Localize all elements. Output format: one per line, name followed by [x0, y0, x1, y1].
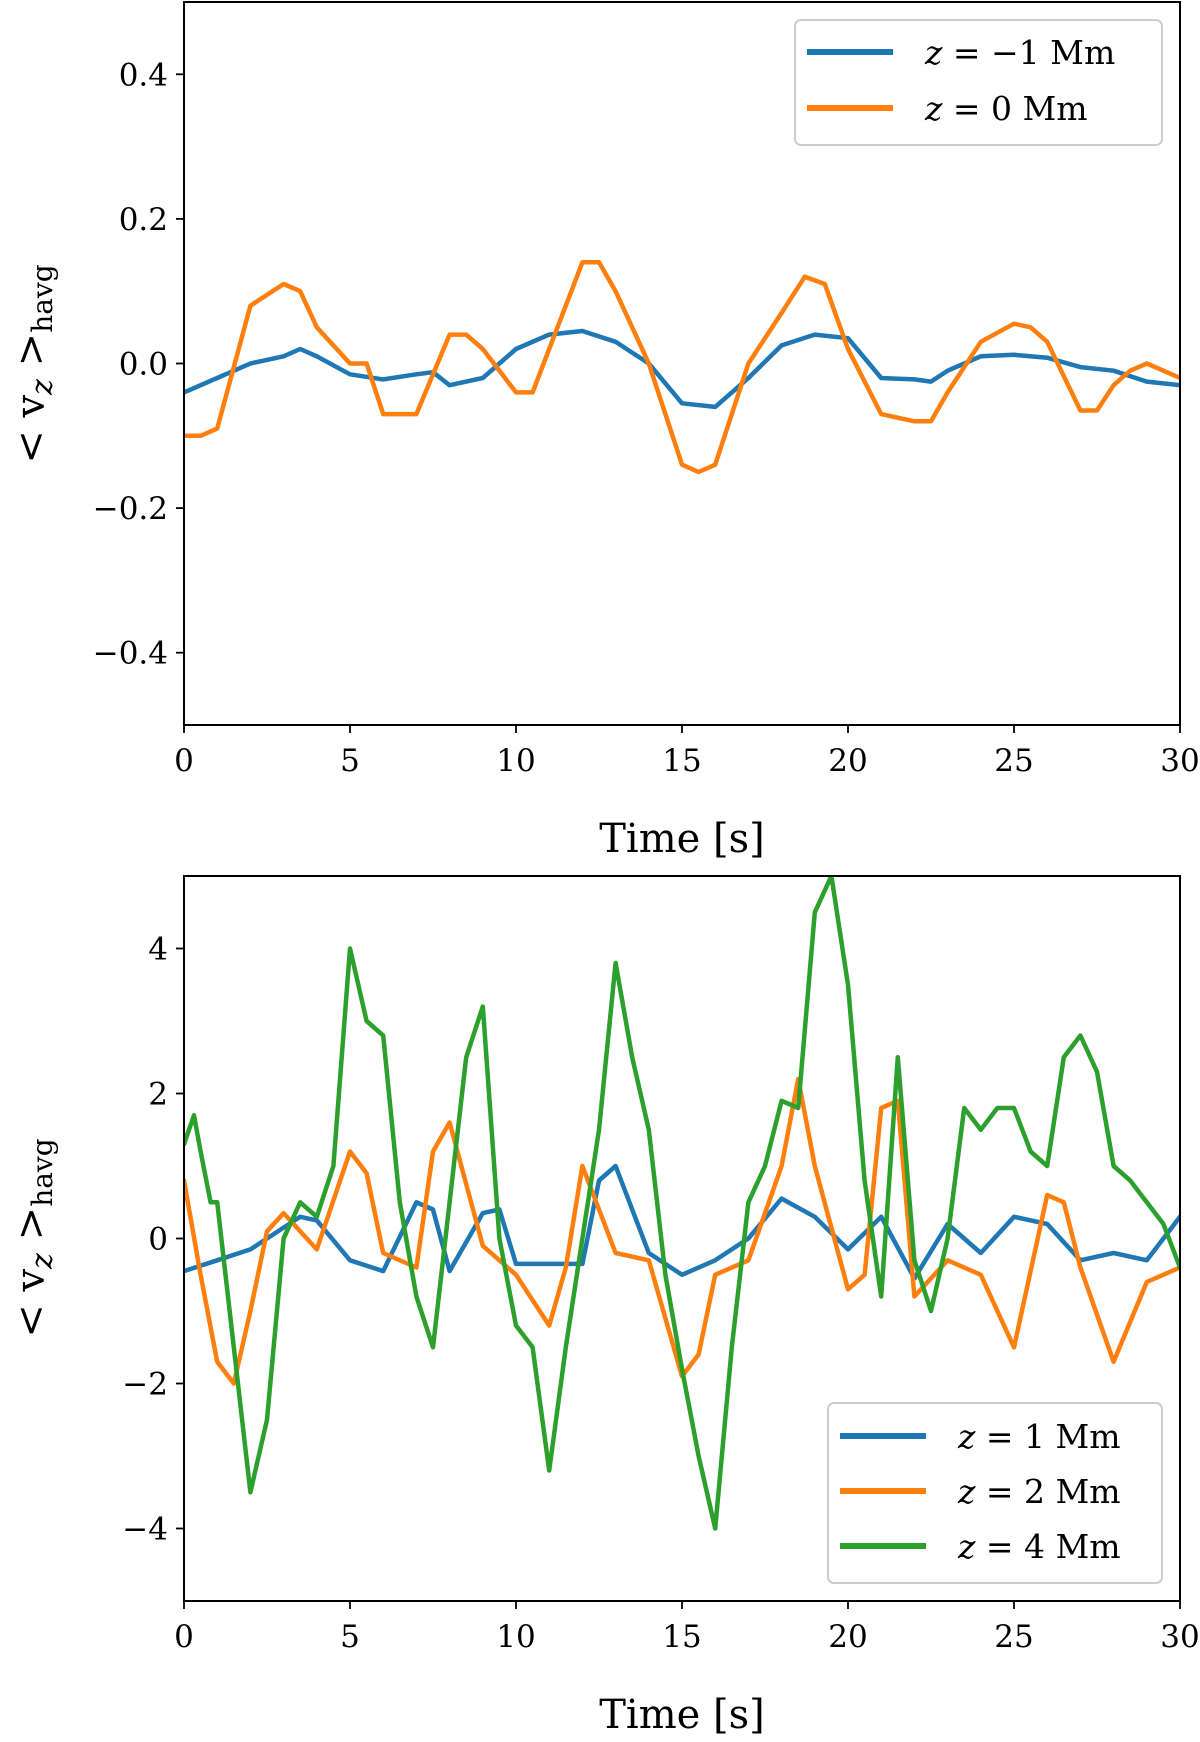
top-chart-series-line-1: [184, 328, 1180, 410]
bottom-chart-x-tick-label: 25: [994, 1619, 1033, 1655]
bottom-chart-legend-label-3: z = 4 Mm: [957, 1527, 1121, 1566]
top-chart-y-axis-label: < vz >havg: [8, 264, 60, 463]
bottom-chart-y-tick-label: 0: [148, 1222, 168, 1258]
bottom-chart-y-tick-label: −2: [122, 1367, 168, 1403]
top-chart-series-line-2: [184, 260, 1180, 475]
bottom-chart-series-line-2: [184, 1076, 1180, 1386]
bottom-chart-y-ticks: −4 −2 0 2 4: [122, 932, 184, 1548]
top-chart-x-tick-label: 15: [662, 743, 701, 779]
bottom-chart-y-tick-label: −4: [122, 1512, 168, 1548]
top-chart-legend-label-2: z = 0 Mm: [924, 89, 1088, 128]
top-chart-legend: z = −1 Mm z = 0 Mm: [794, 19, 1163, 146]
top-chart: 0 5 10 15 20 25 30 −0.4−0.20.00.20.4 Time [s] …: [8, 1, 1200, 862]
bottom-chart-x-tick-label: 20: [828, 1619, 867, 1655]
bottom-chart-x-tick-label: 5: [340, 1619, 360, 1655]
bottom-chart-series-line-3: [184, 876, 1180, 1531]
bottom-chart-legend-label-2: z = 2 Mm: [957, 1472, 1121, 1511]
bottom-chart-legend-label-1: z = 1 Mm: [957, 1417, 1121, 1456]
top-chart-x-tick-label: 10: [496, 743, 535, 779]
top-chart-x-tick-label: 25: [994, 743, 1033, 779]
bottom-chart-series: [184, 876, 1180, 1531]
bottom-chart-legend: z = 1 Mm z = 2 Mm z = 4 Mm: [827, 1402, 1163, 1584]
top-chart-y-ticks: −0.4 −0.2 0.0 0.2 0.4: [93, 57, 184, 672]
top-chart-x-tick-label: 5: [340, 743, 360, 779]
top-chart-y-tick-label: 0.2: [119, 202, 168, 238]
bottom-chart-x-tick-label: 10: [496, 1619, 535, 1655]
bottom-chart-x-axis-label: Time [s]: [599, 1692, 765, 1738]
top-chart-y-tick-label: 0.4: [119, 57, 168, 93]
bottom-chart-y-axis-label: < vz >havg: [8, 1138, 60, 1337]
top-chart-x-ticks: 0 5 10 15 20 25 30: [174, 725, 1200, 779]
bottom-chart-y-tick-label: 4: [148, 932, 168, 968]
top-chart-x-axis-label: Time [s]: [599, 816, 765, 862]
bottom-chart-x-tick-label: 15: [662, 1619, 701, 1655]
top-chart-series: [184, 260, 1180, 475]
bottom-chart-legend-box: [827, 1402, 1163, 1584]
bottom-chart-series-line-1: [184, 1163, 1180, 1281]
bottom-chart-x-tick-label: 0: [174, 1619, 194, 1655]
bottom-chart-x-ticks: 0 5 10 15 20 25 30: [174, 1601, 1200, 1655]
bottom-chart: 0 5 10 15 20 25 30 −4 −2 0 2 4 Time [s] < vz >havg…: [8, 875, 1200, 1738]
top-chart-x-tick-label: 20: [828, 743, 867, 779]
bottom-chart-y-tick-label: 2: [148, 1077, 168, 1113]
top-chart-legend-label-1: z = −1 Mm: [924, 33, 1115, 72]
top-chart-y-tick-label: 0.0: [119, 347, 168, 383]
top-chart-x-tick-label: 30: [1160, 743, 1199, 779]
top-chart-x-tick-label: 0: [174, 743, 194, 779]
top-chart-y-tick-label: −0.4: [93, 636, 168, 672]
bottom-chart-x-tick-label: 30: [1160, 1619, 1199, 1655]
top-chart-y-tick-label: −0.2: [93, 491, 168, 527]
